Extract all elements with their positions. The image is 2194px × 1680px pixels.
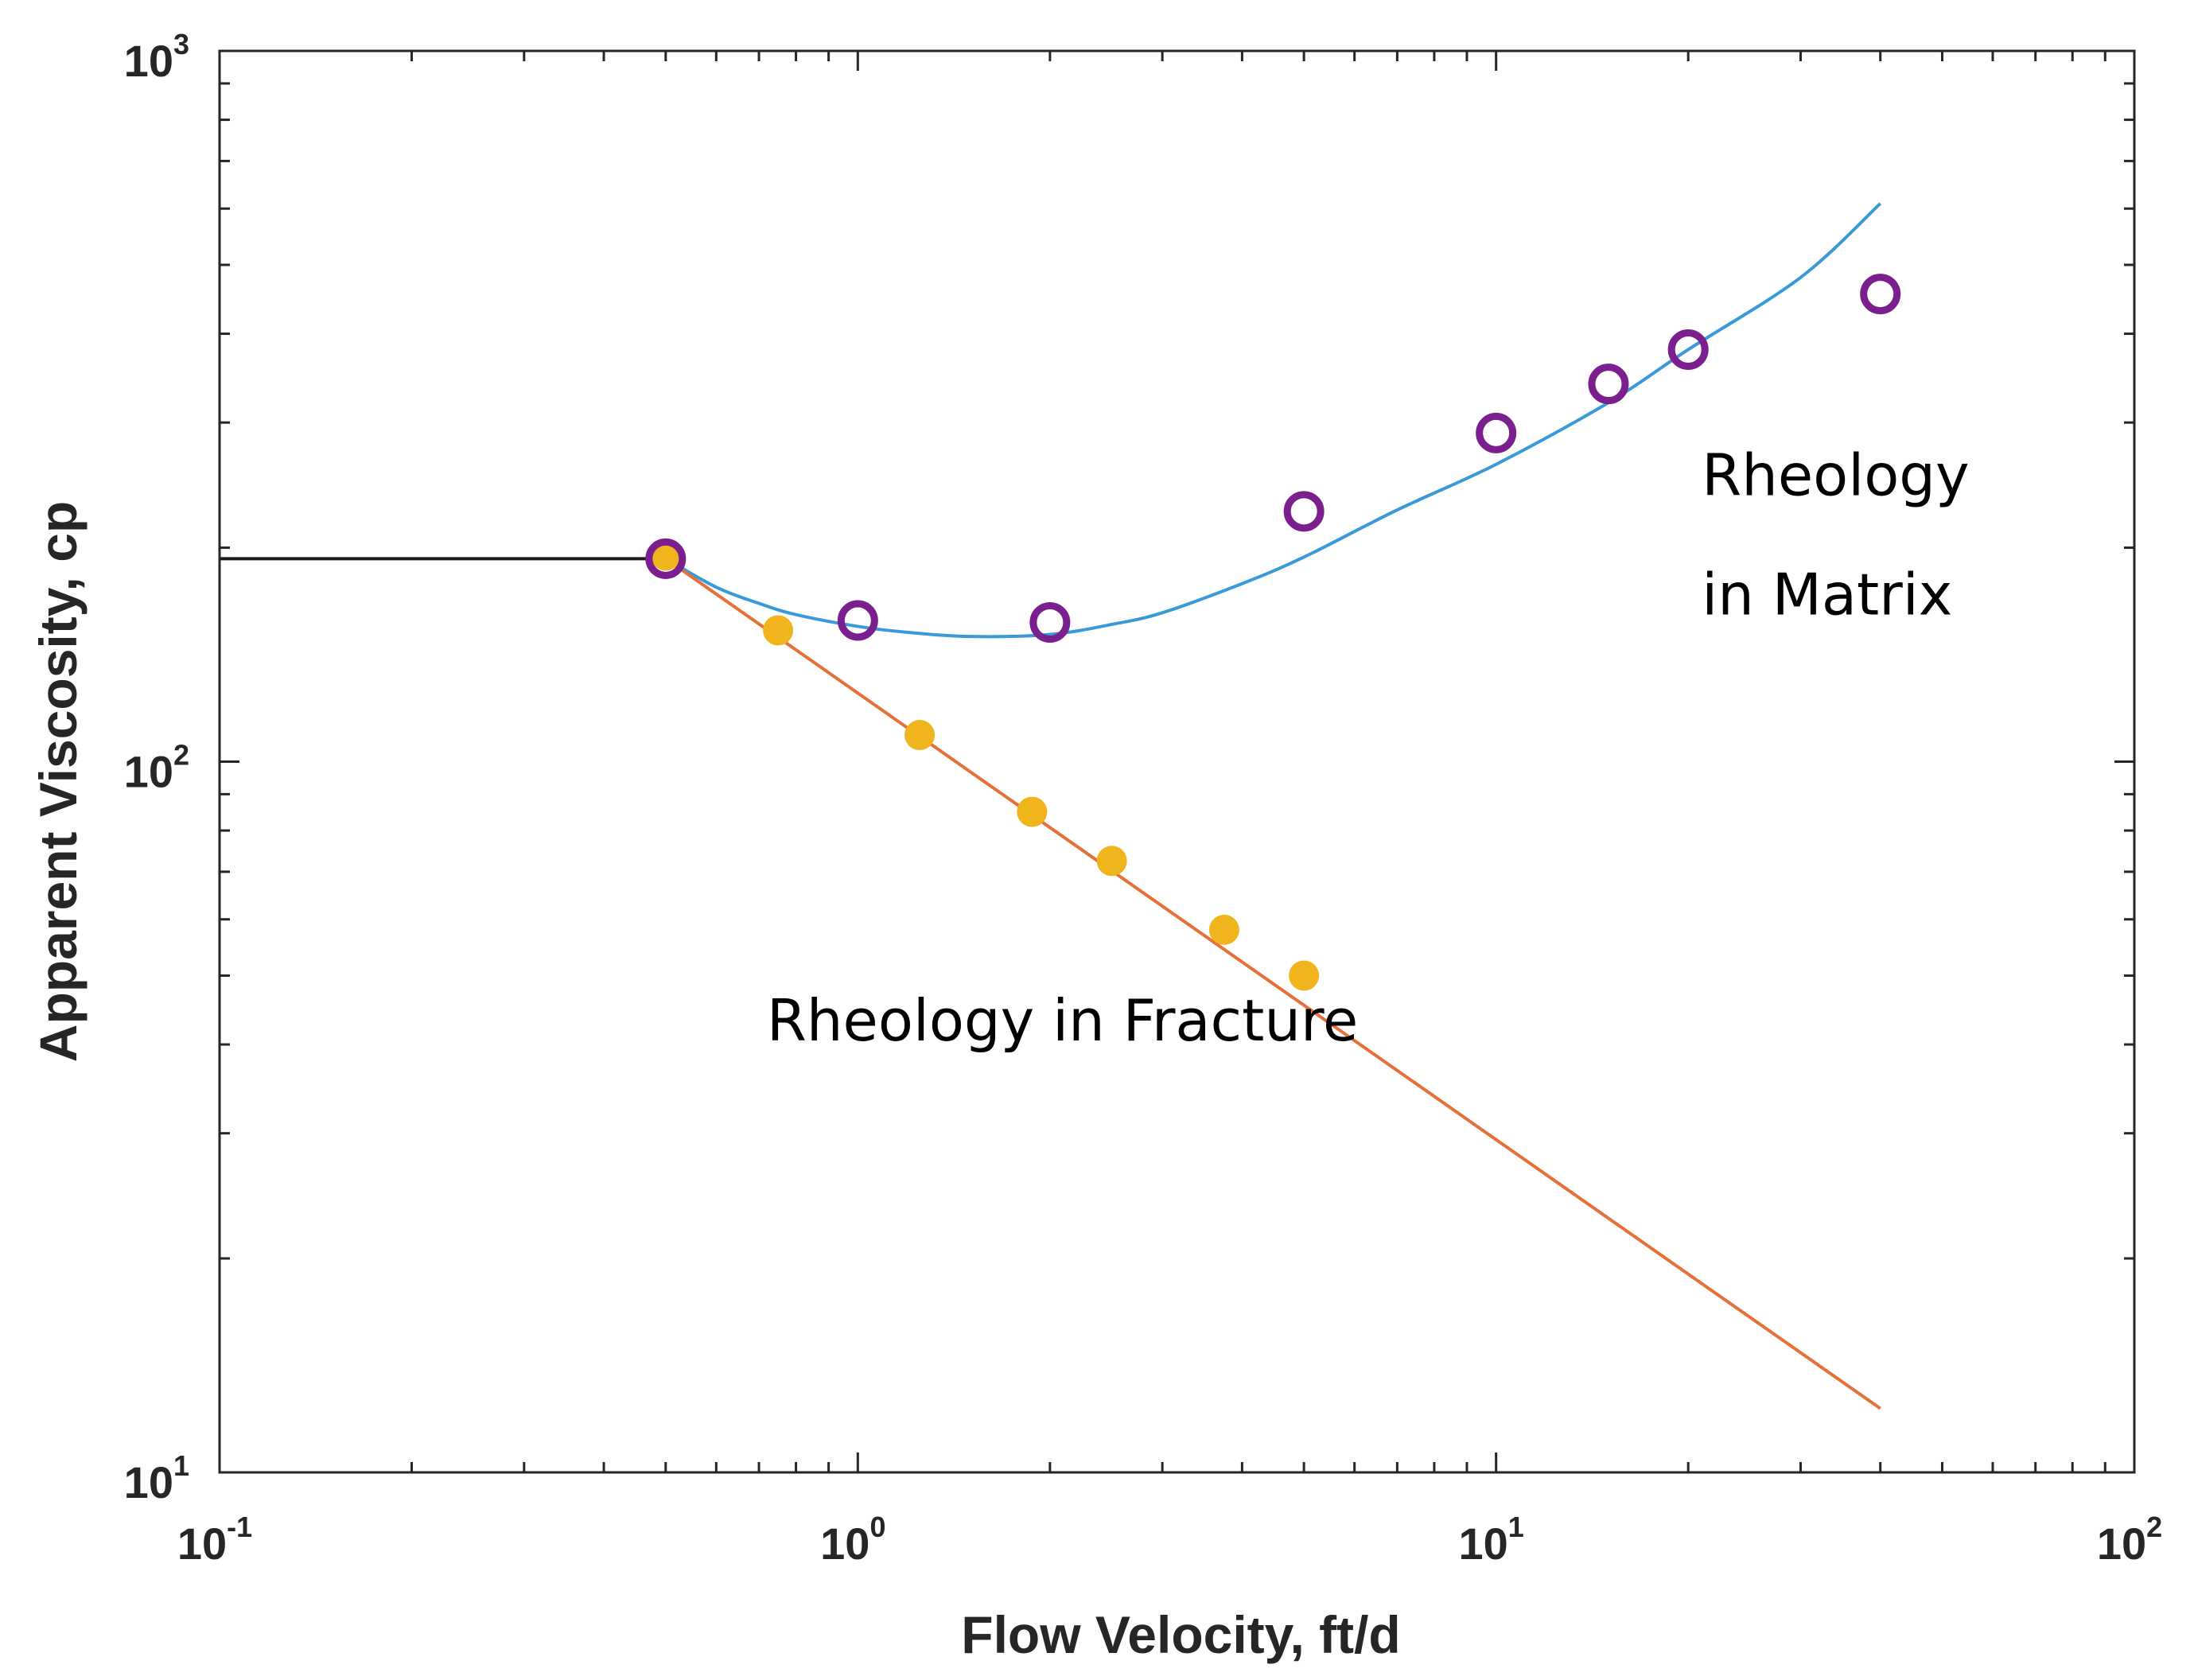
minor-ticks: [220, 51, 2134, 1472]
fracture-data-point: [650, 540, 681, 571]
annotations: Rheology in Matrix Rheology in Fracture: [767, 442, 1970, 1055]
fracture-model-line: [664, 557, 1881, 1410]
fracture-data-point: [1017, 796, 1048, 827]
series-lines: [220, 202, 1882, 1410]
matrix-data-point: [1029, 601, 1071, 643]
matrix-data-point: [837, 600, 878, 641]
fracture-data-point: [1289, 960, 1320, 991]
matrix-model-line: [664, 202, 1882, 639]
fracture-data-point: [763, 615, 794, 646]
x-tick-label: 101: [1459, 1511, 1524, 1569]
matrix-data-point: [1476, 412, 1517, 453]
fracture-data-point: [1096, 846, 1127, 877]
y-tick-label: 103: [124, 28, 189, 86]
matrix-data-point: [1860, 274, 1901, 315]
data-markers: [645, 274, 1901, 991]
matrix-data-point: [645, 538, 687, 579]
fracture-data-point: [1208, 914, 1239, 945]
matrix-data-point: [1667, 329, 1709, 370]
matrix-data-point: [1283, 491, 1325, 532]
x-tick-labels: 10-1 100 101 102: [177, 1511, 2162, 1569]
fracture-data-point: [904, 720, 936, 751]
y-tick-labels: 101 102 103: [124, 28, 189, 1507]
y-tick-label: 101: [124, 1449, 189, 1507]
x-tick-label: 102: [2097, 1511, 2162, 1569]
y-axis-label: Apparent Viscosity, cp: [29, 501, 88, 1062]
annotation-2: Rheology in Fracture: [767, 987, 1358, 1054]
y-tick-label: 102: [124, 739, 189, 797]
x-axis-label: Flow Velocity, ft/d: [961, 1605, 1401, 1664]
matrix-data-point: [1588, 364, 1629, 405]
x-tick-label: 100: [820, 1511, 885, 1569]
x-tick-label: 10-1: [177, 1511, 252, 1569]
plot-frame: [218, 49, 2136, 1474]
annotation-1: Rheology in Matrix: [1702, 442, 1969, 628]
